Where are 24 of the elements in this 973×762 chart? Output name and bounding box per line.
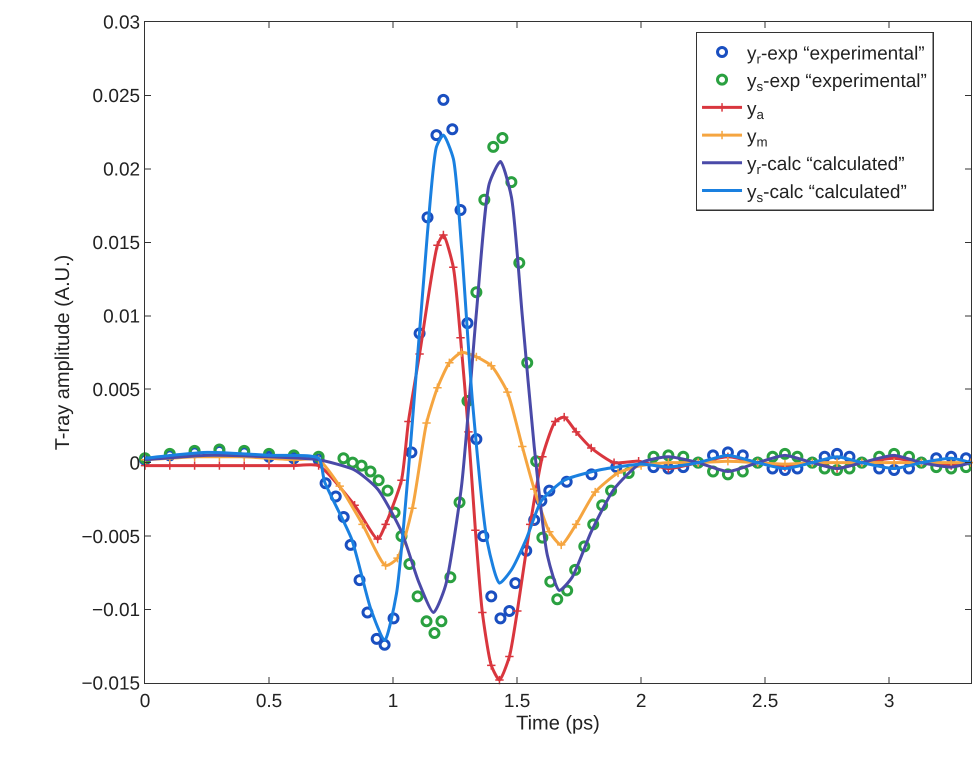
y-tick-label: 0.005 [92, 380, 140, 401]
y-tick-label: −0.01 [92, 600, 140, 622]
x-tick-label: 1 [388, 690, 398, 712]
legend-label: y$_{s}$-exp “experimental” [747, 71, 927, 94]
y-tick-label: 0.015 [92, 232, 140, 254]
y-axis-title: T-ray amplitude (A.U.) [52, 254, 74, 450]
y-tick-label: 0.02 [103, 160, 140, 181]
x-tick-label: 2.5 [752, 690, 778, 712]
legend-label: y$_{a}$ [747, 98, 765, 122]
x-tick-label: 3 [884, 690, 894, 712]
x-axis-title: Time (ps) [516, 712, 600, 734]
legend-label: y$_{r}$-calc “calculated” [747, 154, 905, 178]
y-tick-label: 0.025 [92, 86, 140, 108]
x-tick-label: 2 [636, 690, 646, 712]
y-tick-label: 0.03 [103, 12, 140, 34]
legend-label: y$_{m}$ [747, 126, 768, 150]
legend-label: y$_{s}$-calc “calculated” [747, 182, 907, 205]
y-tick-label: 0 [130, 453, 140, 474]
y-tick-label: −0.015 [81, 674, 140, 695]
x-tick-label: 0.5 [256, 690, 282, 712]
y-tick-label: −0.005 [81, 526, 140, 548]
y-tick-label: 0.01 [103, 306, 140, 328]
x-tick-label: 1.5 [504, 690, 530, 712]
legend-label: y$_{r}$-exp “experimental” [747, 43, 925, 66]
